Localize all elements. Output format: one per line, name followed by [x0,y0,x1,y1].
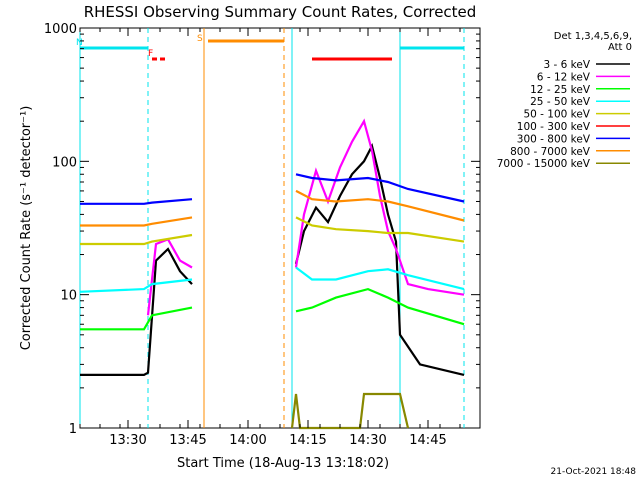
x-tick-label: 13:30 [109,433,146,448]
series-line [79,278,193,293]
x-tick-label: 13:45 [169,433,206,448]
series-line [295,287,465,326]
series-line [295,173,465,203]
legend-label: 50 - 100 keV [523,109,590,121]
series-line [295,189,465,222]
x-axis-label: Start Time (18-Aug-13 13:18:02) [177,456,389,471]
y-tick-label: 1000 [44,22,77,37]
x-tick-label: 14:15 [289,433,326,448]
series-line [80,198,193,205]
legend-label: 300 - 800 keV [517,133,591,145]
series-line [290,392,410,430]
plot-frame [79,27,481,429]
series-line [80,306,193,331]
x-tick-label: 14:00 [229,433,266,448]
y-tick-label: 100 [52,155,77,170]
flag-label: N [76,38,83,48]
legend-header: Att 0 [608,42,632,53]
legend-label: 25 - 50 keV [530,96,591,108]
chart-title: RHESSI Observing Summary Count Rates, Co… [84,3,477,21]
legend-label: 800 - 7000 keV [510,146,591,158]
series-line [295,216,465,243]
flag-label: F [148,49,153,59]
y-axis-label: Corrected Count Rate (s⁻¹ detector⁻¹) [19,106,34,351]
series-line [295,266,465,291]
series-line [294,143,465,376]
legend-label: 12 - 25 keV [530,84,591,96]
legend-label: 100 - 300 keV [517,121,591,133]
y-tick-label: 1 [69,422,77,437]
footer-timestamp: 21-Oct-2021 18:48 [551,467,637,477]
series-group [79,118,465,430]
plot-overlays: N F S [76,28,465,428]
series-line [80,233,193,246]
series-line [80,247,193,376]
legend-header: Det 1,3,4,5,6,9, [554,31,632,42]
axes-group: 13:30 13:45 14:00 14:15 14:30 14:45 1 10 100 1000 [44,22,481,448]
flag-label: S [197,34,203,44]
x-tick-label: 14:30 [349,433,386,448]
series-line [294,118,465,296]
legend-label: 7000 - 15000 keV [497,158,591,170]
y-tick-label: 10 [60,289,77,304]
legend-label: 6 - 12 keV [537,71,591,83]
legend-label: 3 - 6 keV [543,59,590,71]
series-line [80,216,193,227]
x-tick-label: 14:45 [409,433,446,448]
